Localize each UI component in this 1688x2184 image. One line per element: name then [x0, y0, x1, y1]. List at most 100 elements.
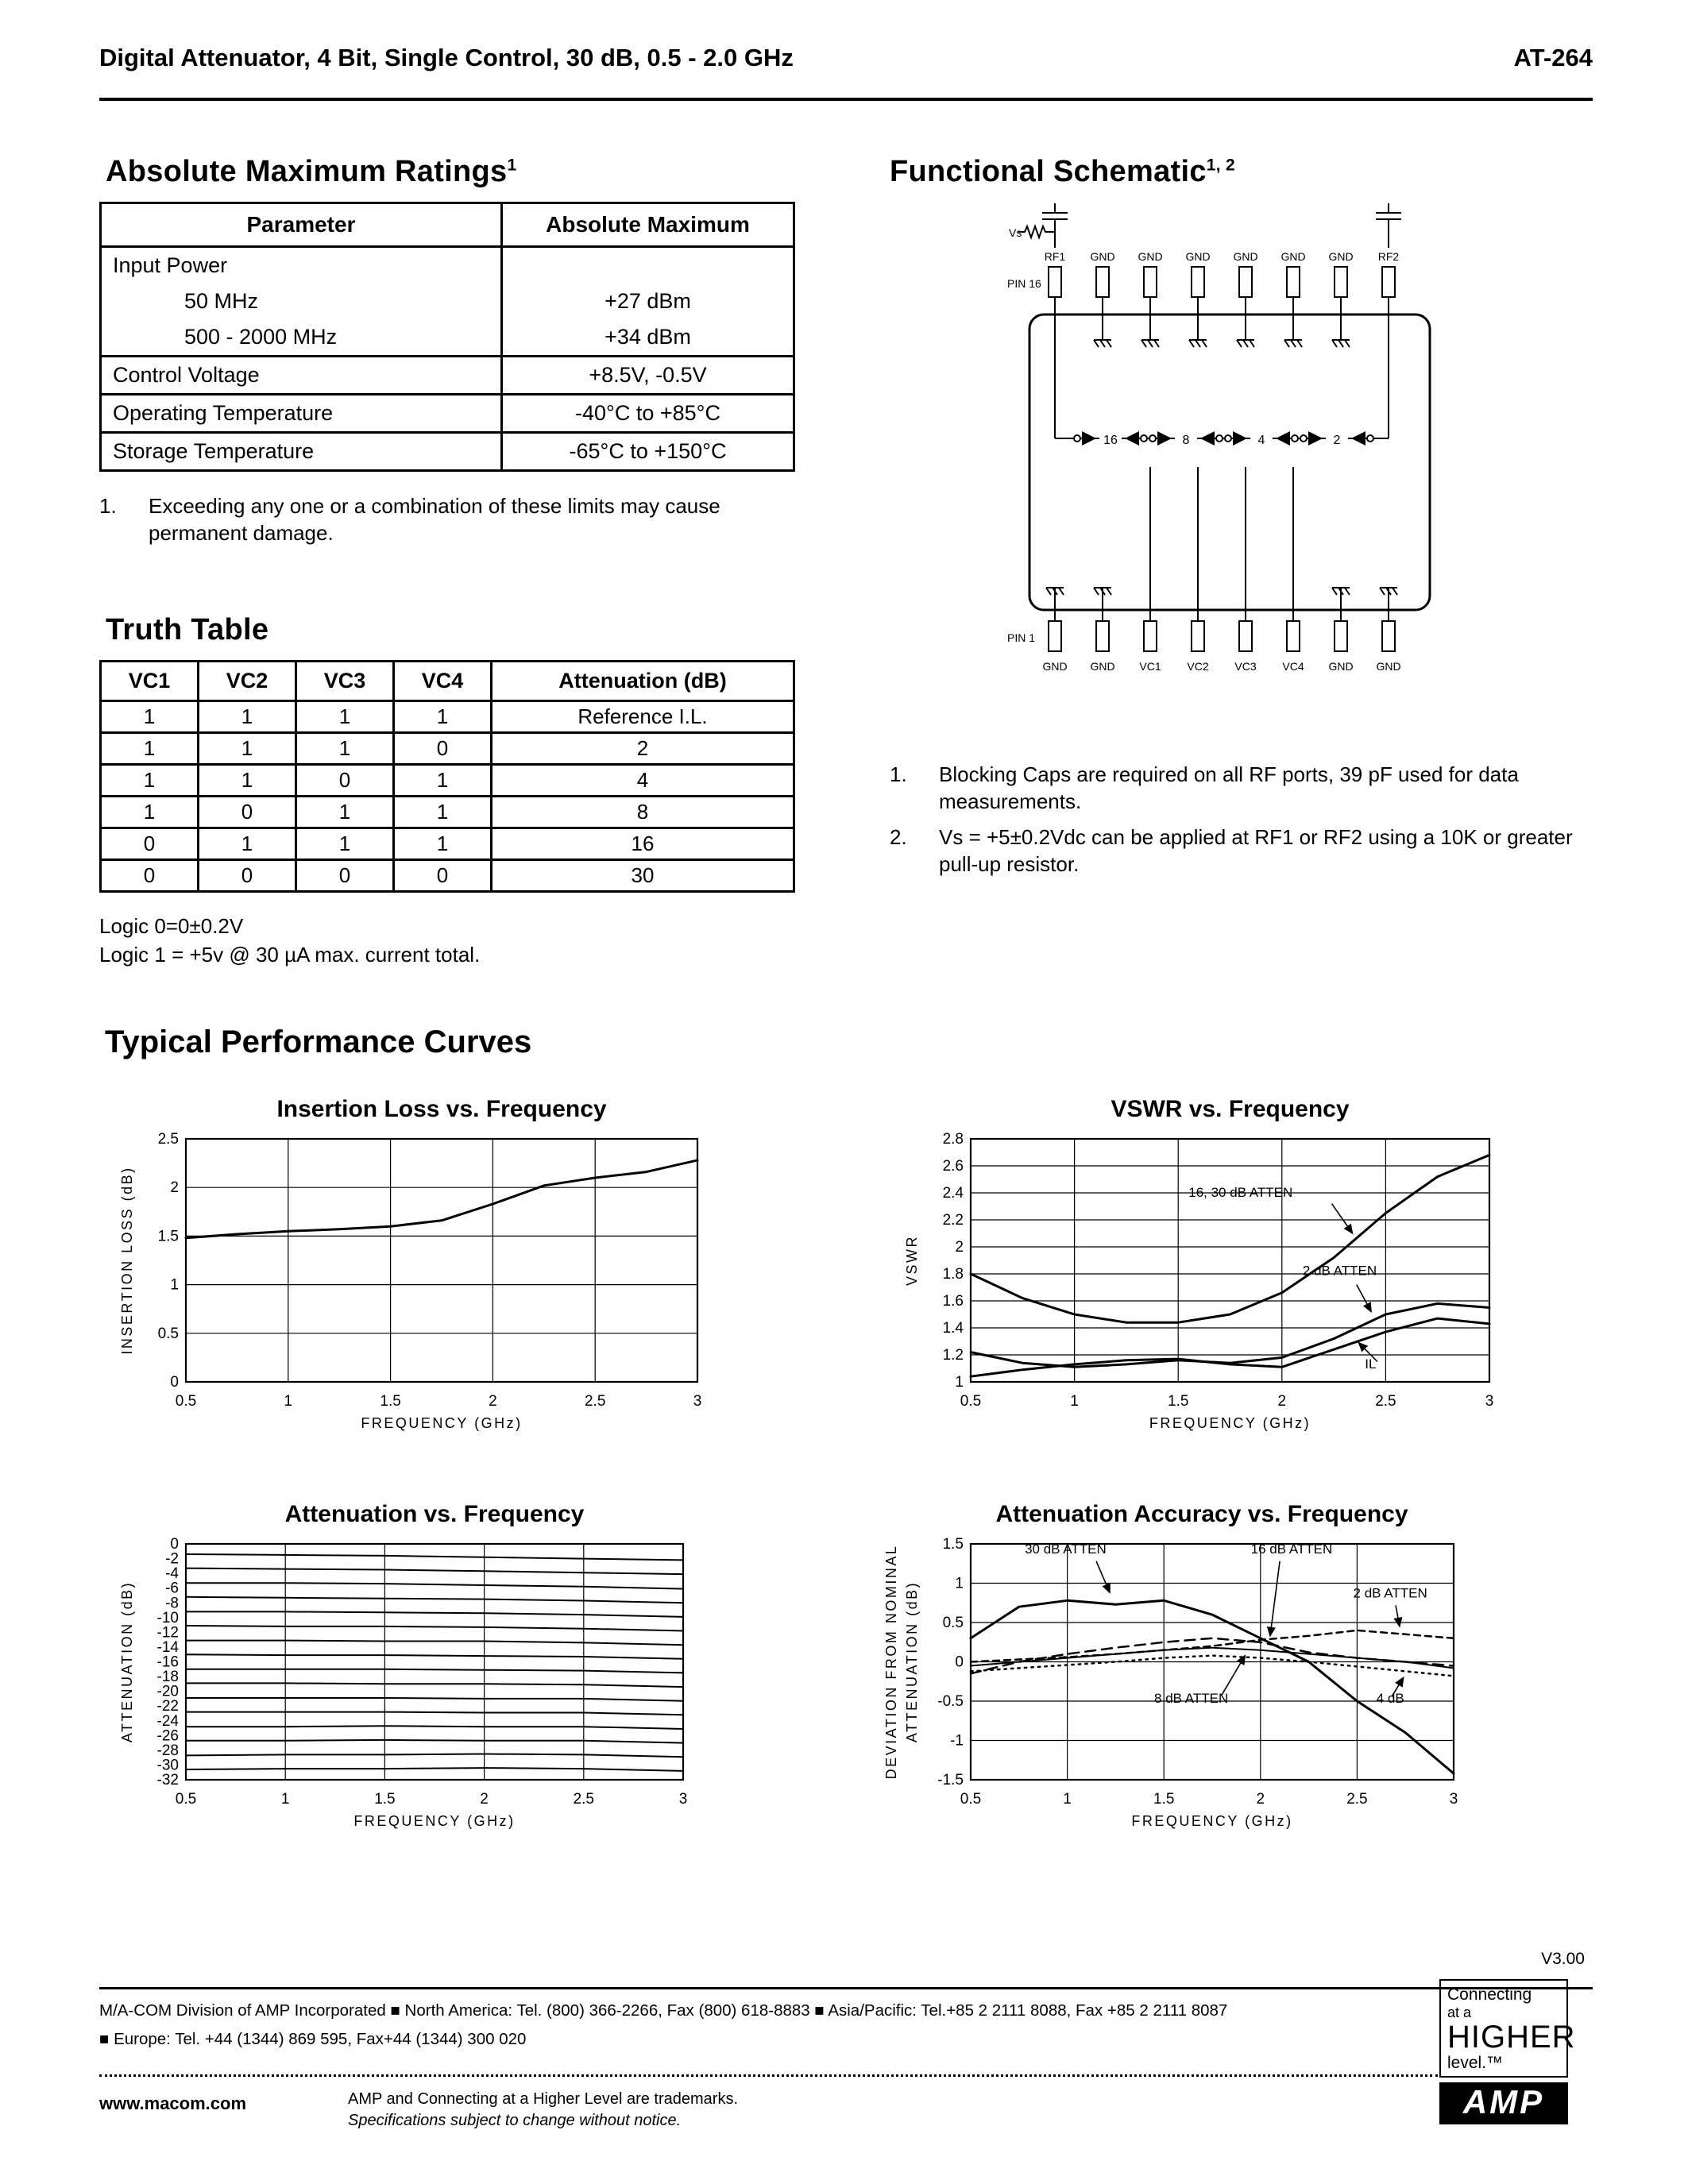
page-header: Digital Attenuator, 4 Bit, Single Contro… [99, 44, 1593, 101]
svg-text:1: 1 [1070, 1393, 1079, 1410]
website-link[interactable]: www.macom.com [99, 2093, 247, 2113]
top-pin-label: GND [1280, 250, 1305, 263]
logic-notes: Logic 0=0±0.2V Logic 1 = +5v @ 30 µA max… [99, 914, 481, 967]
stage-value-8: 8 [1183, 434, 1190, 447]
svg-text:1.5: 1.5 [374, 1791, 395, 1808]
svg-text:-32: -32 [157, 1772, 179, 1788]
vswr-plot: 0.5 1 1.5 2 2.5 3 1 1.2 1.4 1.6 1.8 2 2.2 2.4 2.6 2.8 FR… [904, 1131, 1493, 1431]
footer-contact-line1: M/A-COM Division of AMP Incorporated ■ N… [99, 2001, 1228, 2020]
amp-wordmark: AMP [1439, 2082, 1568, 2124]
svg-text:2: 2 [480, 1791, 489, 1808]
table-row: 500 - 2000 MHz +34 dBm [101, 319, 794, 357]
bottom-pin-label: GND [1328, 660, 1353, 673]
svg-text:1.5: 1.5 [1153, 1791, 1174, 1808]
svg-text:0: 0 [170, 1536, 179, 1553]
svg-text:1.5: 1.5 [943, 1536, 964, 1553]
vs-label: Vs [1009, 226, 1022, 239]
table-row: Storage Temperature -65°C to +150°C [100, 431, 794, 471]
svg-text:8 dB ATTEN: 8 dB ATTEN [1154, 1691, 1228, 1706]
svg-text:2: 2 [1278, 1393, 1287, 1410]
svg-text:0: 0 [170, 1374, 179, 1391]
chart-title: Insertion Loss vs. Frequency [276, 1096, 607, 1122]
svg-text:-30: -30 [157, 1757, 179, 1773]
table-row: Operating Temperature -40°C to +85°C [100, 393, 794, 433]
svg-text:-24: -24 [157, 1713, 180, 1730]
attenuation-accuracy-chart: Attenuation Accuracy vs. Frequency 0.5 1 1… [883, 1501, 1465, 1836]
svg-text:-28: -28 [157, 1742, 179, 1759]
svg-text:DEVIATION FROM NOMINAL: DEVIATION FROM NOMINAL [883, 1545, 899, 1780]
svg-text:1.5: 1.5 [380, 1393, 400, 1410]
column-header: Absolute Maximum [500, 203, 794, 248]
amp-logo: Connecting at a HIGHER level.™ AMP [1439, 1979, 1575, 2124]
pin1-label: PIN 1 [1007, 631, 1035, 644]
svg-text:FREQUENCY (GHz): FREQUENCY (GHz) [361, 1415, 522, 1431]
stage-value-4: 4 [1258, 434, 1265, 447]
svg-text:-14: -14 [157, 1639, 180, 1656]
table-row: 0 1 1 1 16 [99, 827, 795, 861]
svg-text:FREQUENCY (GHz): FREQUENCY (GHz) [1131, 1813, 1292, 1829]
svg-text:-10: -10 [157, 1610, 179, 1626]
svg-text:0.5: 0.5 [960, 1393, 981, 1410]
svg-text:3: 3 [693, 1393, 702, 1410]
svg-text:1.5: 1.5 [158, 1228, 179, 1244]
chart-title: Attenuation Accuracy vs. Frequency [995, 1501, 1408, 1527]
performance-heading: Typical Performance Curves [105, 1024, 532, 1059]
footer-dotted-rule [99, 2074, 1438, 2077]
svg-text:-0.5: -0.5 [937, 1693, 964, 1710]
svg-text:0: 0 [955, 1654, 964, 1671]
svg-text:-26: -26 [157, 1727, 179, 1744]
svg-text:3: 3 [679, 1791, 688, 1808]
svg-text:2: 2 [1257, 1791, 1265, 1808]
version-label: V3.00 [1541, 1950, 1585, 1968]
svg-text:-4: -4 [165, 1565, 179, 1582]
pullup-resistor [1018, 224, 1055, 240]
truth-table: VC1 VC2 VC3 VC4 Attenuation (dB) 1 1 1 1 Ref… [99, 660, 795, 893]
chart-title: VSWR vs. Frequency [1111, 1096, 1350, 1122]
bottom-pin-label: VC2 [1187, 660, 1208, 673]
svg-text:-12: -12 [157, 1624, 179, 1641]
part-number: AT-264 [1513, 44, 1593, 71]
svg-text:-16: -16 [157, 1654, 179, 1671]
blocking-cap-rf1 [1042, 203, 1068, 248]
bottom-pin-label: VC4 [1282, 660, 1304, 673]
svg-text:-2: -2 [165, 1551, 179, 1568]
svg-text:1: 1 [955, 1576, 964, 1592]
svg-text:-20: -20 [157, 1684, 179, 1700]
top-pin-label: RF2 [1378, 250, 1400, 263]
top-pin-label: GND [1138, 250, 1162, 263]
schematic-section: Functional Schematic1, 2 [890, 155, 1597, 685]
chip-body [1028, 313, 1431, 612]
insertion-loss-plot: 0.5 1 1.5 2 2.5 3 0 0.5 1 1.5 2 2.5 FREQUENCY (GHz) I… [119, 1131, 702, 1431]
abs-max-footnote: 1. Exceeding any one or a combination of… [99, 494, 720, 546]
table-header-row: VC1 VC2 VC3 VC4 Attenuation (dB) [99, 660, 795, 702]
svg-text:ATTENUATION (dB): ATTENUATION (dB) [119, 1581, 135, 1742]
svg-text:16, 30 dB ATTEN: 16, 30 dB ATTEN [1188, 1185, 1292, 1200]
chart-title: Attenuation vs. Frequency [284, 1501, 585, 1527]
svg-text:0.5: 0.5 [960, 1791, 981, 1808]
schematic-notes: 1. Blocking Caps are required on all RF … [890, 761, 1597, 886]
svg-text:2.4: 2.4 [943, 1185, 964, 1202]
svg-text:-8: -8 [165, 1595, 179, 1611]
svg-text:2.5: 2.5 [585, 1393, 605, 1410]
svg-text:2.5: 2.5 [1346, 1791, 1367, 1808]
stage-value-2: 2 [1334, 434, 1341, 447]
blocking-cap-rf2 [1376, 203, 1401, 248]
bottom-pin-label: GND [1090, 660, 1114, 673]
svg-text:0.5: 0.5 [176, 1791, 196, 1808]
schematic-heading: Functional Schematic1, 2 [890, 155, 1235, 188]
svg-text:1: 1 [955, 1374, 964, 1391]
svg-text:1: 1 [170, 1277, 179, 1294]
attenuation-chart: Attenuation vs. Frequency 0.5 1 1.5 2 2.5 3 0-… [119, 1501, 694, 1836]
svg-text:2.8: 2.8 [943, 1131, 964, 1148]
svg-text:FREQUENCY (GHz): FREQUENCY (GHz) [353, 1813, 515, 1829]
svg-text:2.5: 2.5 [158, 1131, 179, 1148]
insertion-loss-chart: Insertion Loss vs. Frequency 0.5 1 1.5 2 2.5… [119, 1096, 709, 1438]
table-row: 0 0 0 0 30 [99, 859, 795, 893]
table-row: Input Power [101, 246, 794, 284]
svg-text:0.5: 0.5 [176, 1393, 196, 1410]
table-row: 1 1 1 1 Reference I.L. [99, 700, 795, 734]
svg-text:-18: -18 [157, 1669, 179, 1685]
